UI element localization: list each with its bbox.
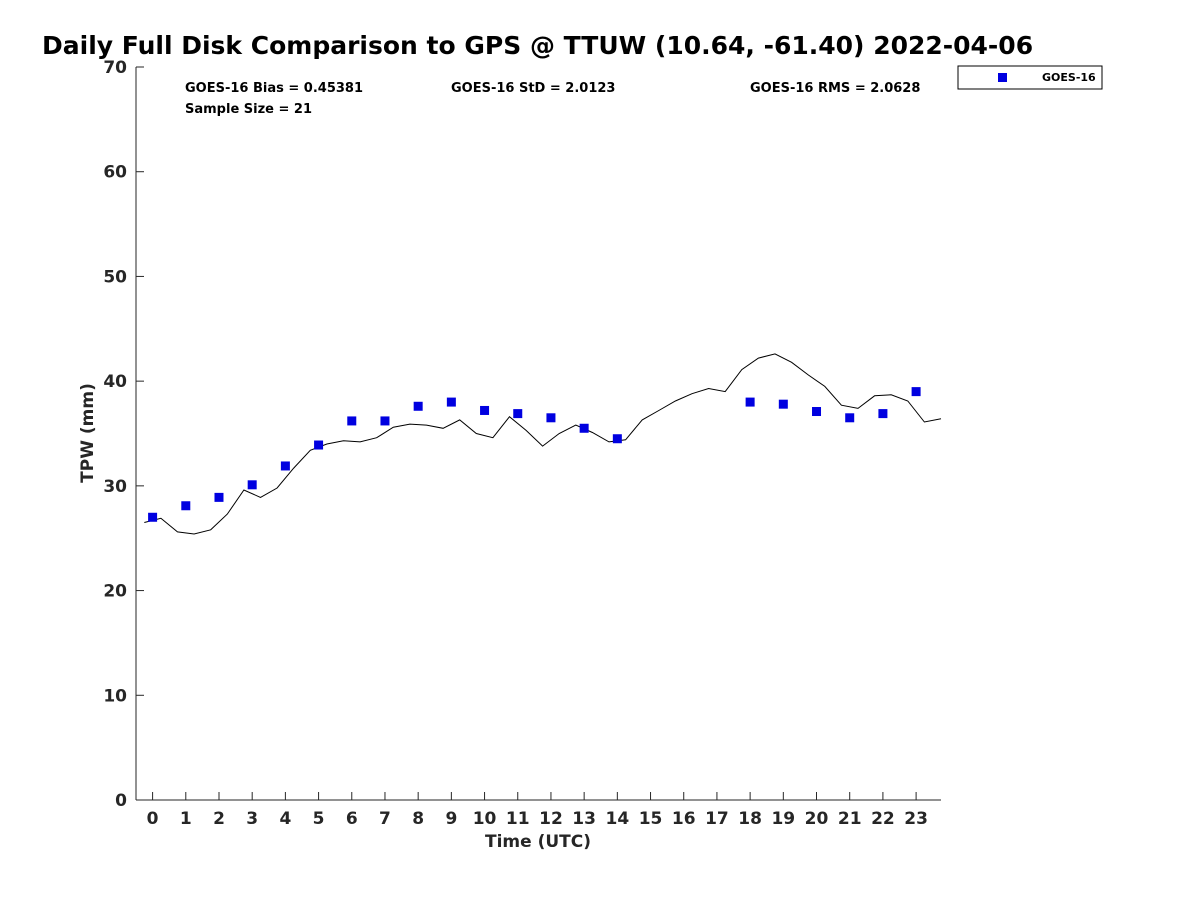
x-tick-label: 23 [904, 809, 928, 829]
x-tick-label: 10 [473, 809, 497, 829]
goes16-point [546, 413, 556, 423]
x-tick-label: 12 [539, 809, 563, 829]
x-tick-label: 1 [180, 809, 192, 829]
goes16-point [314, 440, 324, 450]
std-stat: GOES-16 StD = 2.0123 [451, 81, 615, 96]
goes16-point [612, 434, 622, 444]
goes16-point [878, 409, 888, 419]
goes16-point [214, 492, 224, 502]
y-tick-label: 40 [103, 372, 127, 392]
goes16-point [446, 397, 456, 407]
legend-box [957, 65, 1103, 90]
y-tick-label: 20 [103, 582, 127, 602]
x-tick-label: 8 [412, 809, 424, 829]
y-axis-label: TPW (mm) [78, 383, 98, 483]
y-tick-label: 0 [115, 791, 127, 811]
x-tick-label: 19 [771, 809, 795, 829]
goes16-point [513, 409, 523, 419]
y-tick-label: 30 [103, 477, 127, 497]
goes16-point [845, 413, 855, 423]
goes16-point [247, 480, 257, 490]
gps-line [144, 353, 942, 535]
x-tick-label: 21 [838, 809, 862, 829]
x-tick-label: 20 [805, 809, 829, 829]
goes16-point [480, 405, 490, 415]
x-tick-label: 6 [346, 809, 358, 829]
x-tick-label: 7 [379, 809, 391, 829]
x-tick-label: 15 [639, 809, 663, 829]
goes16-point [347, 416, 357, 426]
x-tick-label: 14 [606, 809, 630, 829]
goes16-point [579, 423, 589, 433]
legend: GOES-16 [957, 65, 1103, 90]
y-tick-label: 50 [103, 267, 127, 287]
x-tick-label: 0 [147, 809, 159, 829]
goes16-point [745, 397, 755, 407]
x-tick-label: 9 [445, 809, 457, 829]
goes16-point [812, 407, 822, 417]
x-tick-label: 5 [313, 809, 325, 829]
rms-stat: GOES-16 RMS = 2.0628 [750, 81, 920, 96]
y-tick-label: 70 [103, 58, 127, 78]
x-tick-label: 11 [506, 809, 530, 829]
x-tick-label: 13 [572, 809, 596, 829]
x-tick-label: 22 [871, 809, 895, 829]
y-tick-label: 10 [103, 686, 127, 706]
y-tick-label: 60 [103, 163, 127, 183]
goes16-point [911, 387, 921, 397]
series-layer [144, 353, 942, 535]
goes16-point [380, 416, 390, 426]
goes16-point [181, 501, 191, 511]
x-ticks: 0 1 2 3 4 5 6 7 8 9 10 11 12 13 14 15 16 17 18 19 20 21 22 23 [147, 792, 928, 829]
x-tick-label: 2 [213, 809, 225, 829]
legend-label: GOES-16 [1042, 71, 1096, 84]
goes16-point [148, 512, 158, 522]
sample-size-stat: Sample Size = 21 [185, 102, 312, 117]
x-tick-label: 16 [672, 809, 696, 829]
bias-stat: GOES-16 Bias = 0.45381 [185, 81, 363, 96]
goes16-point [413, 401, 423, 411]
chart-title: Daily Full Disk Comparison to GPS @ TTUW… [42, 31, 1033, 60]
goes16-point [778, 399, 788, 409]
legend-marker [998, 73, 1007, 82]
x-tick-label: 18 [738, 809, 762, 829]
goes16-point [280, 461, 290, 471]
y-ticks: 0 10 20 30 40 50 60 70 [103, 58, 144, 811]
x-tick-label: 17 [705, 809, 729, 829]
x-tick-label: 3 [246, 809, 258, 829]
x-tick-label: 4 [279, 809, 291, 829]
x-axis-label: Time (UTC) [485, 832, 591, 852]
